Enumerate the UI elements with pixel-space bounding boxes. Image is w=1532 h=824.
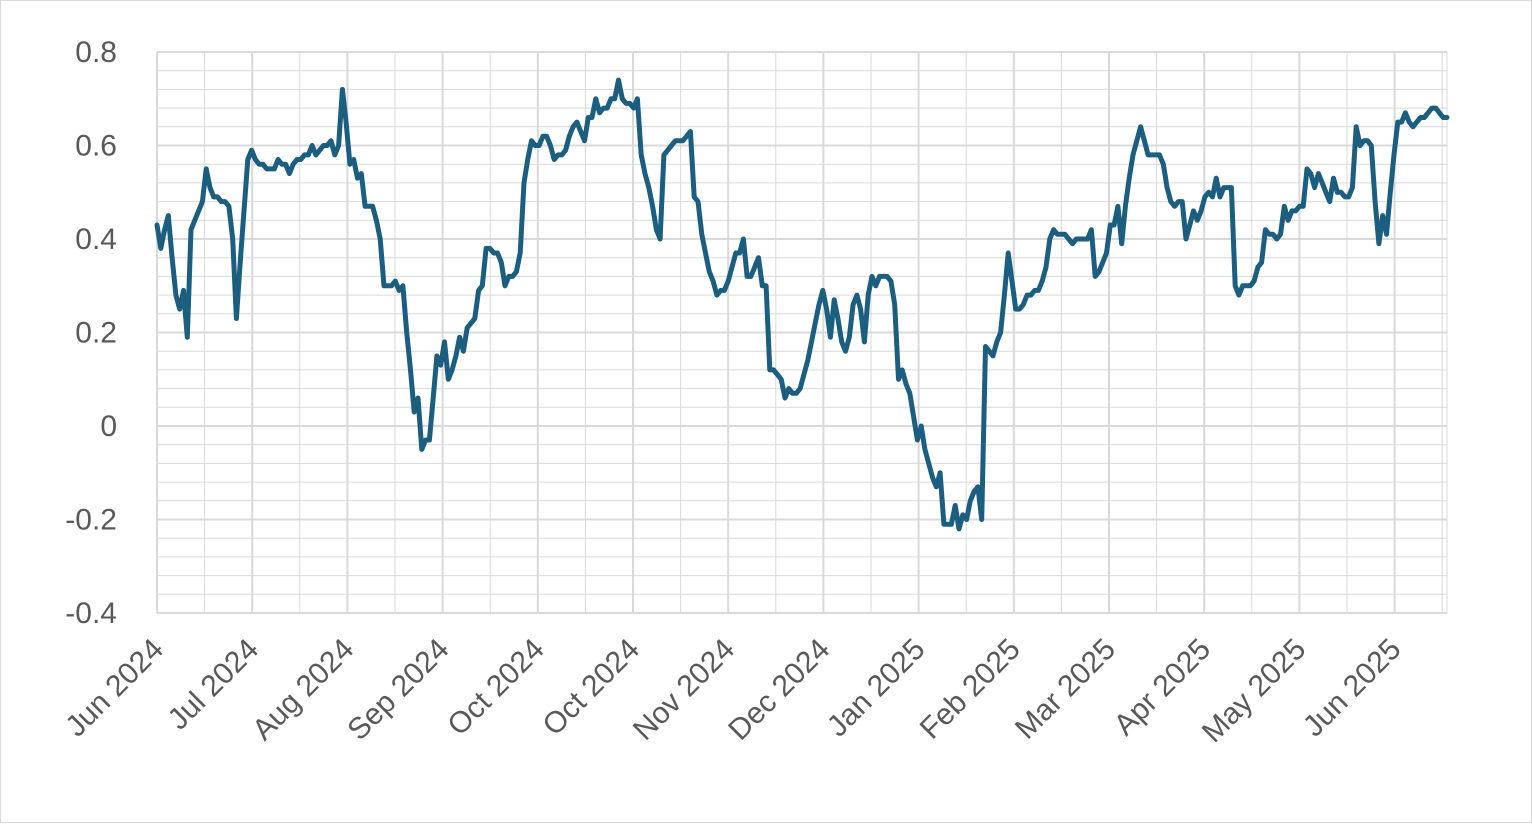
x-tick-label: Oct 2024 (441, 633, 550, 742)
x-tick-label: May 2025 (1196, 633, 1312, 749)
series-layer (154, 77, 1450, 532)
x-tick-label: Dec 2024 (722, 633, 836, 747)
y-tick-label: 0.2 (75, 317, 117, 350)
x-tick-label: Mar 2025 (1009, 633, 1122, 746)
y-tick-label: 0.4 (75, 223, 117, 256)
y-tick-label: -0.4 (65, 597, 117, 630)
y-tick-label: -0.2 (65, 504, 117, 537)
x-tick-label: Sep 2024 (341, 633, 455, 747)
x-tick-label: Jun 2024 (59, 633, 170, 744)
x-tick-label: Jun 2025 (1297, 633, 1408, 744)
x-tick-label: Jan 2025 (821, 633, 932, 744)
x-tick-label: Nov 2024 (627, 633, 741, 747)
major-gridlines (156, 51, 1447, 614)
y-tick-label: 0 (100, 410, 117, 443)
y-tick-label: 0.6 (75, 130, 117, 163)
series-line-0 (154, 77, 1450, 532)
y-axis-tick-labels: -0.4 -0.2 0 0.2 0.4 0.6 0.8 (65, 36, 117, 630)
y-tick-label: 0.8 (75, 36, 117, 69)
x-tick-label: Feb 2025 (914, 633, 1027, 746)
x-tick-label: Aug 2024 (246, 633, 360, 747)
